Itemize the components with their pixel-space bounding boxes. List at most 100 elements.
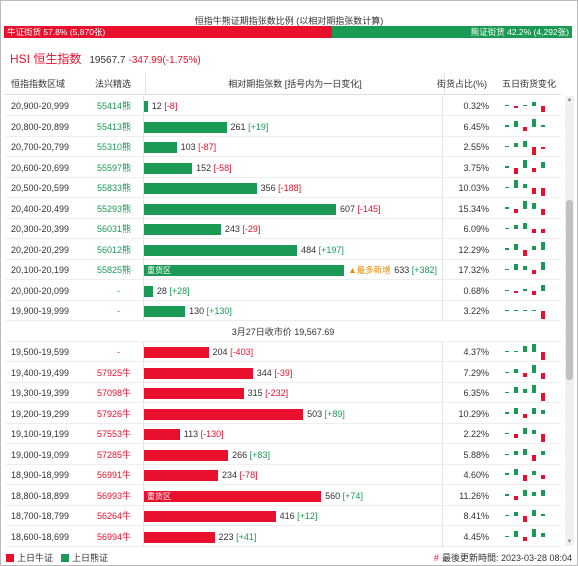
bar-value: 103 [-87]	[181, 137, 217, 157]
warrant-code-link[interactable]: 55833熊	[97, 183, 132, 193]
range-cell: 20,000-20,099	[11, 285, 70, 296]
warrant-code-link[interactable]: 57925牛	[97, 367, 132, 378]
heavy-zone-label: 重货区	[147, 491, 171, 501]
five-day-bar	[505, 206, 509, 209]
warrant-code-link[interactable]: 55310熊	[97, 142, 132, 152]
value-number: 607	[340, 203, 356, 214]
warrant-code-link[interactable]: 57553牛	[97, 429, 132, 439]
value-delta: [-87]	[198, 142, 217, 152]
five-day-bar	[523, 448, 527, 455]
five-day-bar	[505, 493, 509, 496]
warrant-code-link[interactable]: 55414熊	[97, 101, 132, 111]
bar-value: 484 [+197]	[301, 240, 344, 260]
bear-bar	[144, 101, 148, 112]
five-day-bar	[541, 514, 545, 516]
table-row: 18,900-18,999 56991牛 234 [-78] 4.60%	[5, 465, 561, 485]
five-day-bar	[514, 387, 518, 393]
bar-cell: 416 [+12]	[143, 506, 443, 526]
bar-value: 113 [-130]	[184, 424, 224, 444]
five-day-bar	[532, 407, 536, 414]
bar-cell: 152 [-58]	[143, 157, 443, 178]
five-day-bar	[514, 530, 518, 537]
bear-swatch-icon	[61, 553, 70, 562]
scroll-thumb[interactable]	[566, 200, 573, 380]
five-day-bar	[505, 411, 509, 414]
five-day-bar	[541, 372, 545, 379]
value-delta: [-39]	[274, 367, 293, 378]
range-cell: 20,800-20,899	[11, 121, 70, 132]
warrant-code-link[interactable]: 56993牛	[97, 490, 132, 501]
range-cell: 18,600-18,699	[11, 531, 70, 542]
value-delta: [+83]	[249, 449, 270, 460]
bull-swatch-icon	[6, 553, 14, 562]
five-day-bar	[532, 454, 536, 461]
five-day-bar	[514, 143, 518, 147]
five-day-bar	[505, 247, 509, 250]
bear-bar	[144, 162, 193, 174]
bull-bar	[144, 531, 215, 543]
five-day-bar	[514, 243, 518, 250]
page-title: 恒指牛熊证期指张数比例 (以相对期指张数计算)	[194, 16, 384, 26]
warrant-code-link[interactable]: 56991牛	[97, 470, 132, 480]
five-day-bar	[523, 413, 527, 418]
five-day-mini-chart	[505, 262, 545, 274]
five-day-mini-chart	[505, 510, 545, 522]
five-day-bar	[541, 450, 545, 455]
five-day-bar	[505, 351, 509, 352]
warrant-code-link[interactable]: 56994牛	[97, 531, 132, 542]
warrant-code-link[interactable]: 57285牛	[97, 449, 132, 460]
bar-value: 12 [-8]	[152, 96, 178, 116]
bear-bar	[144, 121, 227, 133]
bar-cell: 266 [+83]	[143, 444, 443, 465]
five-day-bar	[514, 180, 518, 188]
range-cell: 18,700-18,799	[11, 511, 70, 521]
pct-cell: 17.32%	[458, 265, 489, 275]
five-day-bar	[532, 430, 536, 434]
bar-cell: 261 [+19]	[143, 116, 443, 137]
value-number: 28	[156, 285, 167, 296]
five-day-bar	[532, 510, 536, 516]
warrant-code-link[interactable]: 57098牛	[97, 388, 132, 398]
bar-cell: 234 [-78]	[143, 465, 443, 485]
five-day-bar	[523, 184, 527, 188]
table-row: 20,800-20,899 55413熊 261 [+19] 6.45%	[5, 116, 561, 137]
value-number: 234	[222, 470, 238, 480]
warrant-code-link[interactable]: 56012熊	[97, 244, 132, 255]
bar-cell: 重货区 560 [+74]	[143, 485, 443, 506]
warrant-code-link[interactable]: 56264牛	[97, 511, 132, 521]
warrant-code-link[interactable]: 55293熊	[97, 203, 132, 214]
warrant-code-link[interactable]: 56031熊	[97, 224, 132, 234]
five-day-bar	[505, 146, 509, 147]
five-day-bar	[505, 165, 509, 168]
bar-cell: 130 [+130]	[143, 301, 443, 321]
index-summary: HSI 恒生指数 19567.7 -347.99(-1.75%)	[10, 50, 201, 67]
five-day-bar	[541, 262, 545, 270]
bull-bar	[144, 388, 244, 399]
five-day-bar	[514, 310, 518, 311]
five-day-mini-chart	[505, 448, 545, 461]
warrant-code-link[interactable]: 55413熊	[97, 121, 132, 132]
five-day-bar	[532, 344, 536, 352]
value-number: 633	[394, 265, 410, 275]
warrant-code-link[interactable]: 55597熊	[97, 162, 132, 173]
value-delta: [-130]	[200, 429, 224, 439]
index-name[interactable]: HSI 恒生指数	[10, 52, 82, 66]
warrant-code-link[interactable]: 57926牛	[97, 408, 132, 419]
scroll-up-icon[interactable]: ▲	[566, 97, 573, 103]
scroll-down-icon[interactable]: ▼	[566, 539, 573, 545]
bar-value: 607 [-145]	[340, 199, 381, 219]
bar-cell: 315 [-232]	[143, 383, 443, 403]
range-cell: 20,200-20,299	[11, 244, 70, 255]
bar-cell: 356 [-188]	[143, 178, 443, 198]
five-day-bar	[505, 187, 509, 188]
warrant-code-link[interactable]: 55825熊	[97, 265, 132, 275]
scrollbar[interactable]: ▲ ▼	[565, 96, 574, 546]
heavy-zone-label: 重货区	[147, 266, 171, 275]
table-row: 20,000-20,099 - 28 [+28] 0.68%	[5, 280, 561, 301]
value-number: 503	[307, 408, 323, 419]
pct-cell: 6.09%	[463, 224, 489, 234]
five-day-bar	[505, 392, 509, 393]
five-day-bar	[541, 229, 545, 233]
five-day-bar	[532, 118, 536, 127]
five-day-bar	[523, 389, 527, 393]
